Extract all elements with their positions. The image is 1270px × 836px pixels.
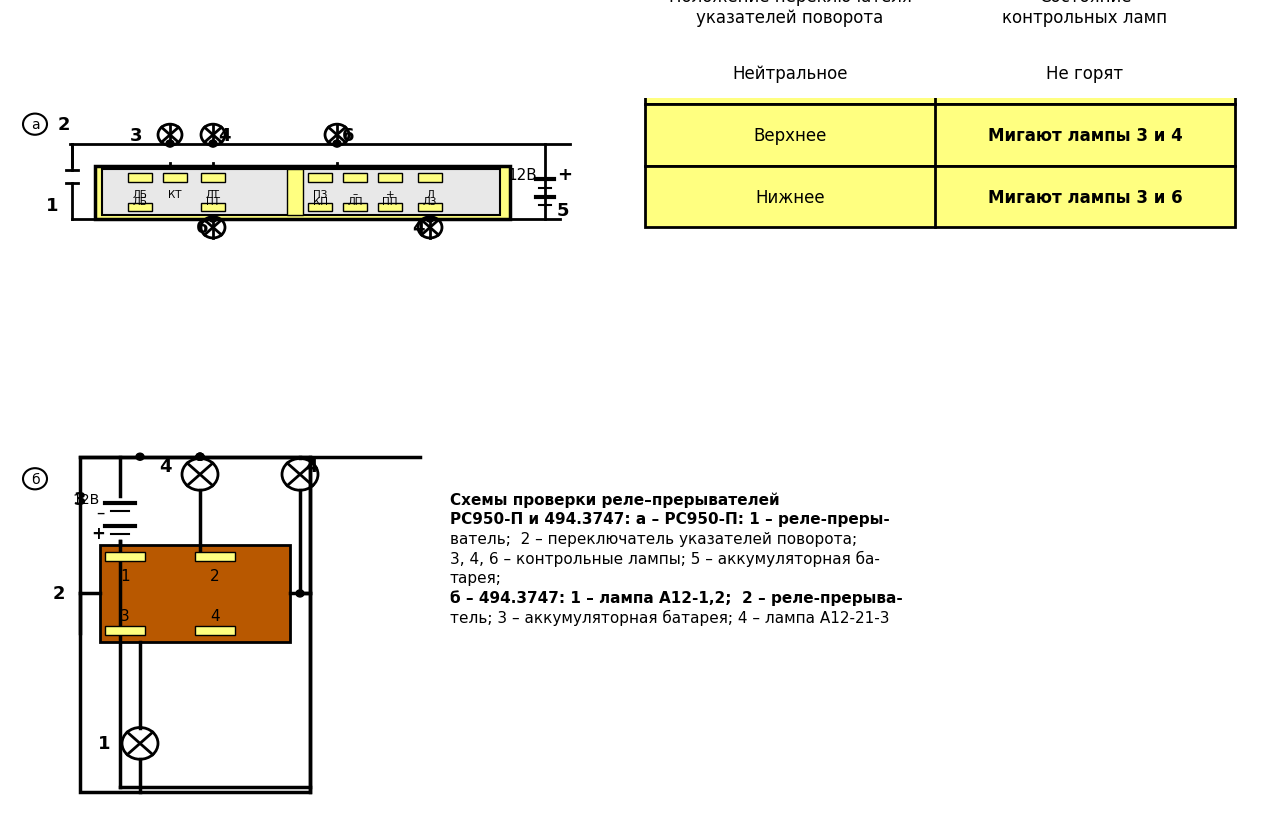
Text: ЛБ: ЛБ: [132, 189, 147, 199]
Text: Состояние
контрольных ламп: Состояние контрольных ламп: [1002, 0, 1167, 28]
FancyBboxPatch shape: [201, 203, 225, 212]
Text: тель; 3 – аккумуляторная батарея; 4 – лампа А12-21-3: тель; 3 – аккумуляторная батарея; 4 – ла…: [450, 609, 889, 624]
FancyBboxPatch shape: [287, 170, 304, 216]
FancyBboxPatch shape: [645, 43, 1234, 104]
Circle shape: [425, 216, 434, 223]
Text: 1: 1: [98, 735, 110, 752]
FancyBboxPatch shape: [128, 174, 152, 182]
FancyBboxPatch shape: [645, 166, 1234, 228]
Circle shape: [196, 454, 204, 461]
Text: б – 494.3747: 1 – лампа А12-1,2;  2 – реле-прерыва-: б – 494.3747: 1 – лампа А12-1,2; 2 – рел…: [450, 589, 903, 605]
Text: Мигают лампы 3 и 6: Мигают лампы 3 и 6: [988, 188, 1182, 206]
Text: Нижнее: Нижнее: [756, 188, 824, 206]
FancyBboxPatch shape: [105, 626, 145, 635]
Text: 2: 2: [52, 584, 65, 603]
Text: ПЗ: ПЗ: [312, 189, 328, 199]
FancyBboxPatch shape: [378, 203, 403, 212]
FancyBboxPatch shape: [196, 626, 235, 635]
Text: 6: 6: [196, 219, 208, 237]
Text: РС950-П и 494.3747: а – РС950-П: 1 – реле-преры-: РС950-П и 494.3747: а – РС950-П: 1 – рел…: [450, 512, 890, 527]
Text: 6: 6: [342, 126, 354, 145]
Text: б: б: [30, 472, 39, 487]
Text: Нейтральное: Нейтральное: [733, 65, 848, 83]
Text: Не горят: Не горят: [1046, 65, 1124, 83]
Circle shape: [210, 141, 217, 148]
FancyBboxPatch shape: [309, 174, 331, 182]
Text: ПТ: ПТ: [206, 196, 220, 206]
Text: –: –: [97, 502, 105, 521]
Text: 4: 4: [211, 609, 220, 623]
Text: 1: 1: [46, 197, 58, 215]
Text: ПП: ПП: [382, 196, 398, 206]
Text: 1: 1: [121, 568, 130, 584]
FancyBboxPatch shape: [196, 553, 235, 561]
FancyBboxPatch shape: [343, 203, 367, 212]
Text: 4: 4: [305, 457, 318, 475]
FancyBboxPatch shape: [645, 0, 1234, 43]
Text: тарея;: тарея;: [450, 570, 502, 585]
Text: КП: КП: [312, 196, 328, 206]
FancyBboxPatch shape: [343, 174, 367, 182]
Circle shape: [296, 590, 304, 597]
Circle shape: [196, 454, 204, 461]
FancyBboxPatch shape: [105, 553, 145, 561]
Text: 5: 5: [558, 201, 569, 220]
Text: ЛЗ: ЛЗ: [423, 196, 437, 206]
Text: 3: 3: [121, 609, 130, 623]
Text: Мигают лампы 3 и 4: Мигают лампы 3 и 4: [988, 126, 1182, 145]
FancyBboxPatch shape: [128, 203, 152, 212]
Text: 3, 4, 6 – контрольные лампы; 5 – аккумуляторная ба-: 3, 4, 6 – контрольные лампы; 5 – аккумул…: [450, 551, 880, 567]
Text: ЛБ: ЛБ: [132, 196, 147, 206]
Text: 12В: 12В: [507, 168, 537, 183]
Text: Верхнее: Верхнее: [753, 126, 827, 145]
FancyBboxPatch shape: [100, 545, 290, 642]
Circle shape: [136, 454, 144, 461]
FancyBboxPatch shape: [163, 174, 187, 182]
Circle shape: [210, 216, 217, 223]
FancyBboxPatch shape: [309, 203, 331, 212]
Text: Схемы проверки реле–прерывателей: Схемы проверки реле–прерывателей: [450, 492, 780, 508]
Text: ЛТ: ЛТ: [206, 189, 220, 199]
Text: Л: Л: [427, 189, 434, 199]
Text: +: +: [386, 189, 394, 199]
FancyBboxPatch shape: [102, 170, 500, 216]
Text: Положение переключателя
указателей поворота: Положение переключателя указателей повор…: [668, 0, 912, 28]
FancyBboxPatch shape: [378, 174, 403, 182]
FancyBboxPatch shape: [418, 203, 442, 212]
Text: 3: 3: [130, 126, 142, 145]
Circle shape: [166, 141, 174, 148]
Text: ЛП: ЛП: [347, 196, 363, 206]
Text: 2: 2: [58, 116, 71, 134]
Text: ватель;  2 – переключатель указателей поворота;: ватель; 2 – переключатель указателей пов…: [450, 531, 857, 546]
Text: 4: 4: [218, 126, 230, 145]
Text: 4: 4: [413, 219, 425, 237]
FancyBboxPatch shape: [201, 174, 225, 182]
FancyBboxPatch shape: [95, 166, 511, 219]
Text: а: а: [30, 118, 39, 132]
Text: +: +: [91, 524, 105, 542]
Circle shape: [333, 141, 342, 148]
FancyBboxPatch shape: [645, 104, 1234, 166]
Text: 4: 4: [160, 457, 171, 475]
Text: 2: 2: [211, 568, 220, 584]
Circle shape: [196, 454, 204, 461]
Text: +: +: [558, 166, 572, 184]
FancyBboxPatch shape: [418, 174, 442, 182]
Text: 12В: 12В: [72, 492, 100, 507]
Text: 3: 3: [74, 491, 86, 508]
Text: КТ: КТ: [168, 189, 182, 199]
Text: –: –: [352, 189, 358, 199]
